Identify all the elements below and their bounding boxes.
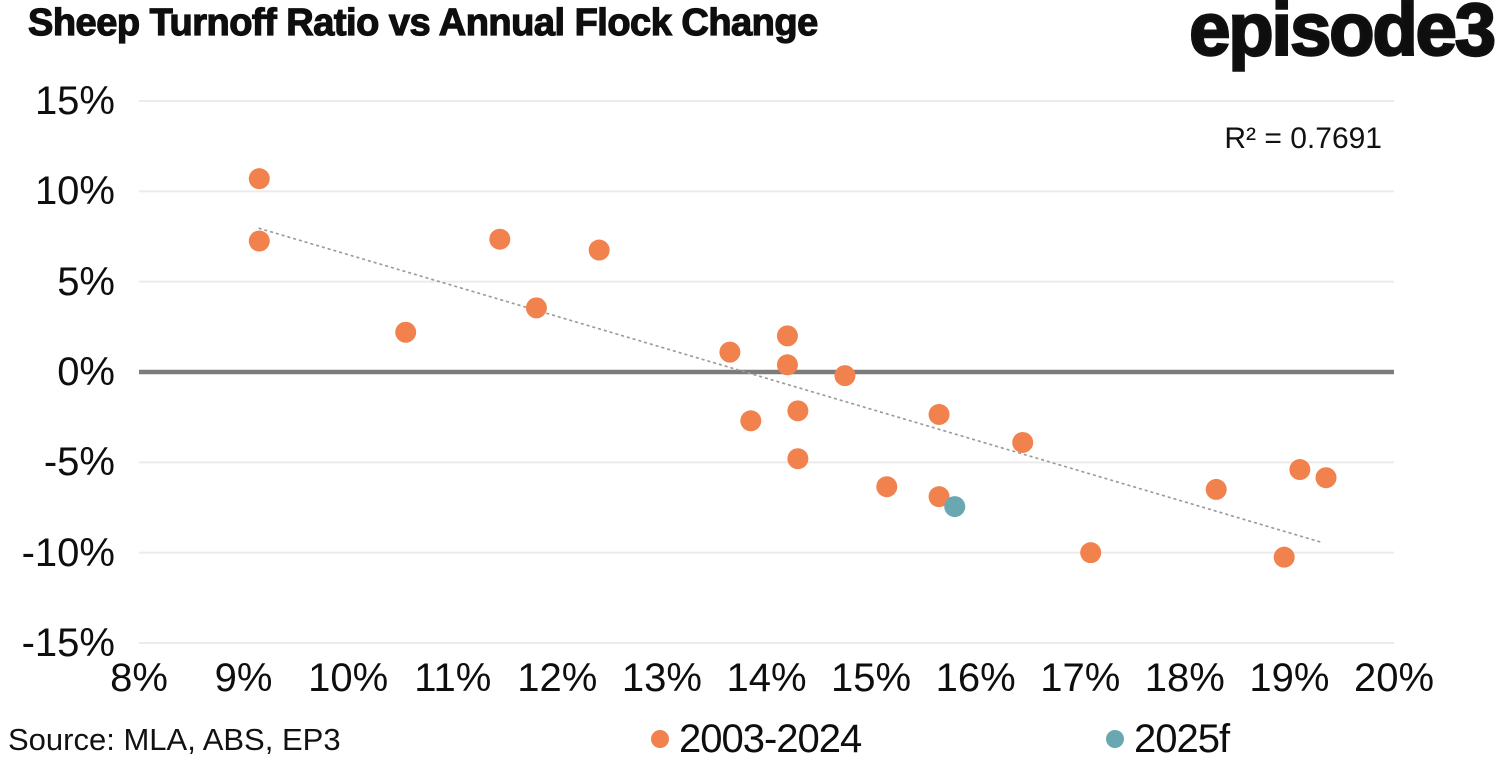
legend-dot-icon: [1106, 730, 1124, 748]
legend-label: 2025f: [1134, 717, 1230, 761]
chart-title: Sheep Turnoff Ratio vs Annual Flock Chan…: [27, 1, 818, 44]
data-point-2003-2024: [928, 403, 950, 425]
y-tick-label: 15%: [34, 79, 115, 123]
x-tick-label: 15%: [831, 656, 912, 700]
x-tick-label: 9%: [214, 656, 273, 700]
data-point-2003-2024: [776, 325, 798, 347]
y-tick-label: -5%: [43, 440, 115, 485]
data-point-2003-2024: [876, 476, 898, 498]
y-tick-label: -10%: [21, 530, 115, 575]
x-tick-label: 11%: [414, 656, 492, 700]
legend-label: 2003-2024: [679, 717, 862, 761]
y-tick-label: -15%: [21, 621, 115, 665]
data-point-2003-2024: [248, 168, 270, 190]
data-point-2003-2024: [489, 228, 511, 250]
x-tick-label: 19%: [1249, 656, 1330, 700]
x-tick-label: 16%: [935, 656, 1016, 700]
data-point-2003-2024: [525, 297, 547, 319]
plot-area: [139, 100, 1394, 644]
data-point-2003-2024: [776, 354, 798, 376]
legend-dot-icon: [651, 730, 669, 748]
legend-item-2003-2024: 2003-2024: [651, 717, 862, 761]
x-tick-label: 17%: [1040, 656, 1121, 700]
data-point-2025f: [944, 496, 966, 518]
data-point-2003-2024: [787, 400, 809, 422]
data-point-2003-2024: [1315, 467, 1337, 489]
r-squared-annotation: R² = 0.7691: [1224, 122, 1382, 155]
y-tick-label: 10%: [34, 169, 115, 214]
data-point-2003-2024: [395, 321, 417, 343]
data-point-2003-2024: [1012, 431, 1034, 453]
x-tick-label: 18%: [1144, 656, 1225, 700]
data-point-2003-2024: [1205, 478, 1227, 500]
data-point-2003-2024: [928, 486, 950, 508]
data-point-2003-2024: [588, 239, 610, 261]
y-tick-label: 5%: [57, 259, 115, 304]
y-tick-label: 0%: [57, 350, 115, 394]
data-point-2003-2024: [787, 448, 809, 470]
data-point-2003-2024: [1080, 542, 1102, 564]
legend-item-2025f: 2025f: [1106, 717, 1230, 761]
data-point-2003-2024: [1289, 459, 1311, 481]
data-point-2003-2024: [719, 341, 741, 363]
data-point-2003-2024: [1273, 546, 1295, 568]
x-tick-label: 10%: [308, 656, 389, 700]
episode3-logo: episode3: [1188, 0, 1497, 72]
source-note: Source: MLA, ABS, EP3: [8, 722, 341, 757]
data-point-2003-2024: [248, 230, 270, 252]
data-point-2003-2024: [834, 365, 856, 387]
trendline: [258, 227, 1324, 544]
data-point-2003-2024: [740, 410, 762, 432]
x-tick-label: 14%: [726, 656, 807, 700]
x-tick-label: 13%: [621, 656, 702, 700]
x-tick-label: 8%: [110, 656, 168, 700]
x-tick-label: 12%: [517, 656, 598, 700]
x-tick-label: 20%: [1353, 656, 1435, 700]
